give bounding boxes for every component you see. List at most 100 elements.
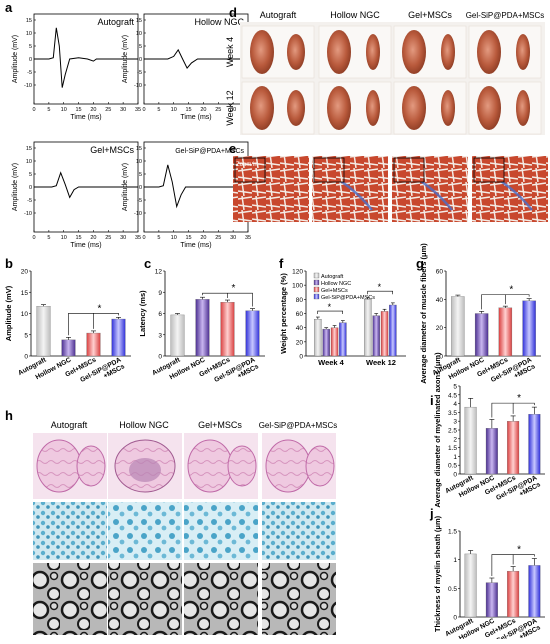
emg-xtick-label: 10 <box>61 235 67 241</box>
emg-ytick-label: -10 <box>24 83 32 89</box>
chart-i: 0 0.5 1 1.5 22.5 3 3.5 4 4.55 Average diameter of… <box>433 352 545 508</box>
significance-star: * <box>517 393 521 404</box>
y-tick-label: 3 <box>453 419 457 426</box>
emg-ytick-label: 10 <box>26 31 32 37</box>
masson-staining: Zoom in <box>233 156 548 222</box>
y-axis-label: Thickness of myelin sheath (μm) <box>433 515 442 632</box>
bar <box>36 306 51 357</box>
y-tick-label: 5 <box>24 332 28 339</box>
emg-trace <box>34 27 138 88</box>
y-tick-label: 1 <box>453 454 457 461</box>
zoom-inset <box>473 157 505 183</box>
y-tick-label: 0 <box>439 354 443 361</box>
emg-ytick-label: 15 <box>26 146 32 152</box>
panel-letter-a: a <box>5 0 13 15</box>
bar <box>464 553 477 618</box>
emg-xtick-label: 20 <box>90 107 96 113</box>
toluidine-blue-image <box>262 502 336 560</box>
muscle-photos: Autograft Hollow NGC Gel+MSCs Gel-SiP@PDA+M… <box>225 10 545 135</box>
y-tick-label: 0 <box>158 354 162 361</box>
zoom-in-label: Zoom in <box>236 162 258 168</box>
emg-xtick-label: 35 <box>135 235 141 241</box>
y-tick-label: 60 <box>436 269 444 276</box>
y-tick-label: 3.5 <box>448 410 457 417</box>
bar <box>380 311 389 357</box>
tem-image <box>33 563 107 635</box>
histology-column-label: Autograft <box>51 420 88 430</box>
emg-title: Gel-SiP@PDA+MSCs <box>175 148 244 155</box>
legend-label: Autograft <box>321 274 344 280</box>
muscle-specimen-left <box>402 86 426 130</box>
x-tick-label: Week 4 <box>318 358 345 367</box>
panel-letter-j: j <box>429 506 434 521</box>
he-fibrosis <box>129 458 161 482</box>
y-tick-label: 1.5 <box>448 529 457 536</box>
emg-xlabel: Time (ms) <box>180 242 211 249</box>
significance-star: * <box>328 302 332 312</box>
emg-ylabel: Amplitude (mV) <box>12 35 19 83</box>
emg-xtick-label: 15 <box>186 235 192 241</box>
panel-letter-f: f <box>279 256 284 271</box>
emg-xtick-label: 30 <box>120 107 126 113</box>
emg-xtick-label: 5 <box>157 235 160 241</box>
toluidine-blue-image <box>33 502 107 560</box>
legend-swatch <box>313 279 320 286</box>
tem-image <box>184 563 258 635</box>
emg-ytick-label: 10 <box>26 159 32 165</box>
bar <box>314 319 322 357</box>
emg-xtick-label: 20 <box>200 235 206 241</box>
emg-ytick-label: -10 <box>134 83 142 89</box>
emg-ytick-label: 0 <box>29 57 32 63</box>
y-axis-label: Average diameter of muscle fibers (μm) <box>419 243 428 384</box>
y-axis-label: Weight percentage (%) <box>279 273 288 354</box>
y-tick-label: 1 <box>453 557 457 564</box>
emg-xtick-label: 5 <box>157 107 160 113</box>
photo-row-label: Week 4 <box>225 37 235 67</box>
bar <box>372 315 380 357</box>
he-fascicle <box>187 439 233 493</box>
emg-ytick-label: 10 <box>136 31 142 37</box>
emg-xtick-label: 10 <box>171 235 177 241</box>
emg-ytick-label: 5 <box>29 172 32 178</box>
bar <box>528 565 541 618</box>
y-tick-label: 40 <box>296 325 304 332</box>
emg-panel: Gel-SiP@PDA+MSCs 15 10 5 0 -5 -10 0 5 10 15 20 25 30 3… <box>122 141 251 249</box>
x-tick-label: Week 12 <box>366 358 396 367</box>
emg-ytick-label: -5 <box>27 198 32 204</box>
muscle-specimen-left <box>250 30 274 74</box>
bar <box>220 302 235 357</box>
emg-xtick-label: 25 <box>105 235 111 241</box>
emg-xtick-label: 25 <box>215 107 221 113</box>
emg-xtick-label: 0 <box>142 107 145 113</box>
emg-ytick-label: 5 <box>139 172 142 178</box>
bar <box>195 299 210 357</box>
emg-ylabel: Amplitude (mV) <box>12 163 19 211</box>
emg-ytick-label: 10 <box>136 159 142 165</box>
photo-column-label: Autograft <box>260 10 297 20</box>
emg-ytick-label: 15 <box>26 18 32 24</box>
y-tick-label: 3 <box>158 332 162 339</box>
significance-bracket <box>202 292 253 307</box>
zoom-inset <box>393 157 425 183</box>
histology-column-label: Gel+MSCs <box>198 420 242 430</box>
emg-xtick-label: 10 <box>61 107 67 113</box>
y-axis-label: Amplitude (mV) <box>4 285 13 341</box>
emg-ylabel: Amplitude (mV) <box>122 163 129 211</box>
toluidine-blue-image <box>108 502 182 560</box>
emg-xtick-label: 20 <box>90 235 96 241</box>
emg-ytick-label: -10 <box>24 211 32 217</box>
emg-ytick-label: 0 <box>139 185 142 191</box>
muscle-specimen-left <box>477 86 501 130</box>
legend-label: Gel-SiP@PDA+MSCs <box>321 295 375 301</box>
panel-letter-d: d <box>229 5 237 20</box>
muscle-specimen-right <box>366 34 380 70</box>
emg-ytick-label: 15 <box>136 18 142 24</box>
significance-star: * <box>517 545 521 556</box>
muscle-specimen-left <box>402 30 426 74</box>
significance-bracket <box>317 310 343 315</box>
emg-xtick-label: 10 <box>171 107 177 113</box>
bar <box>364 299 372 357</box>
